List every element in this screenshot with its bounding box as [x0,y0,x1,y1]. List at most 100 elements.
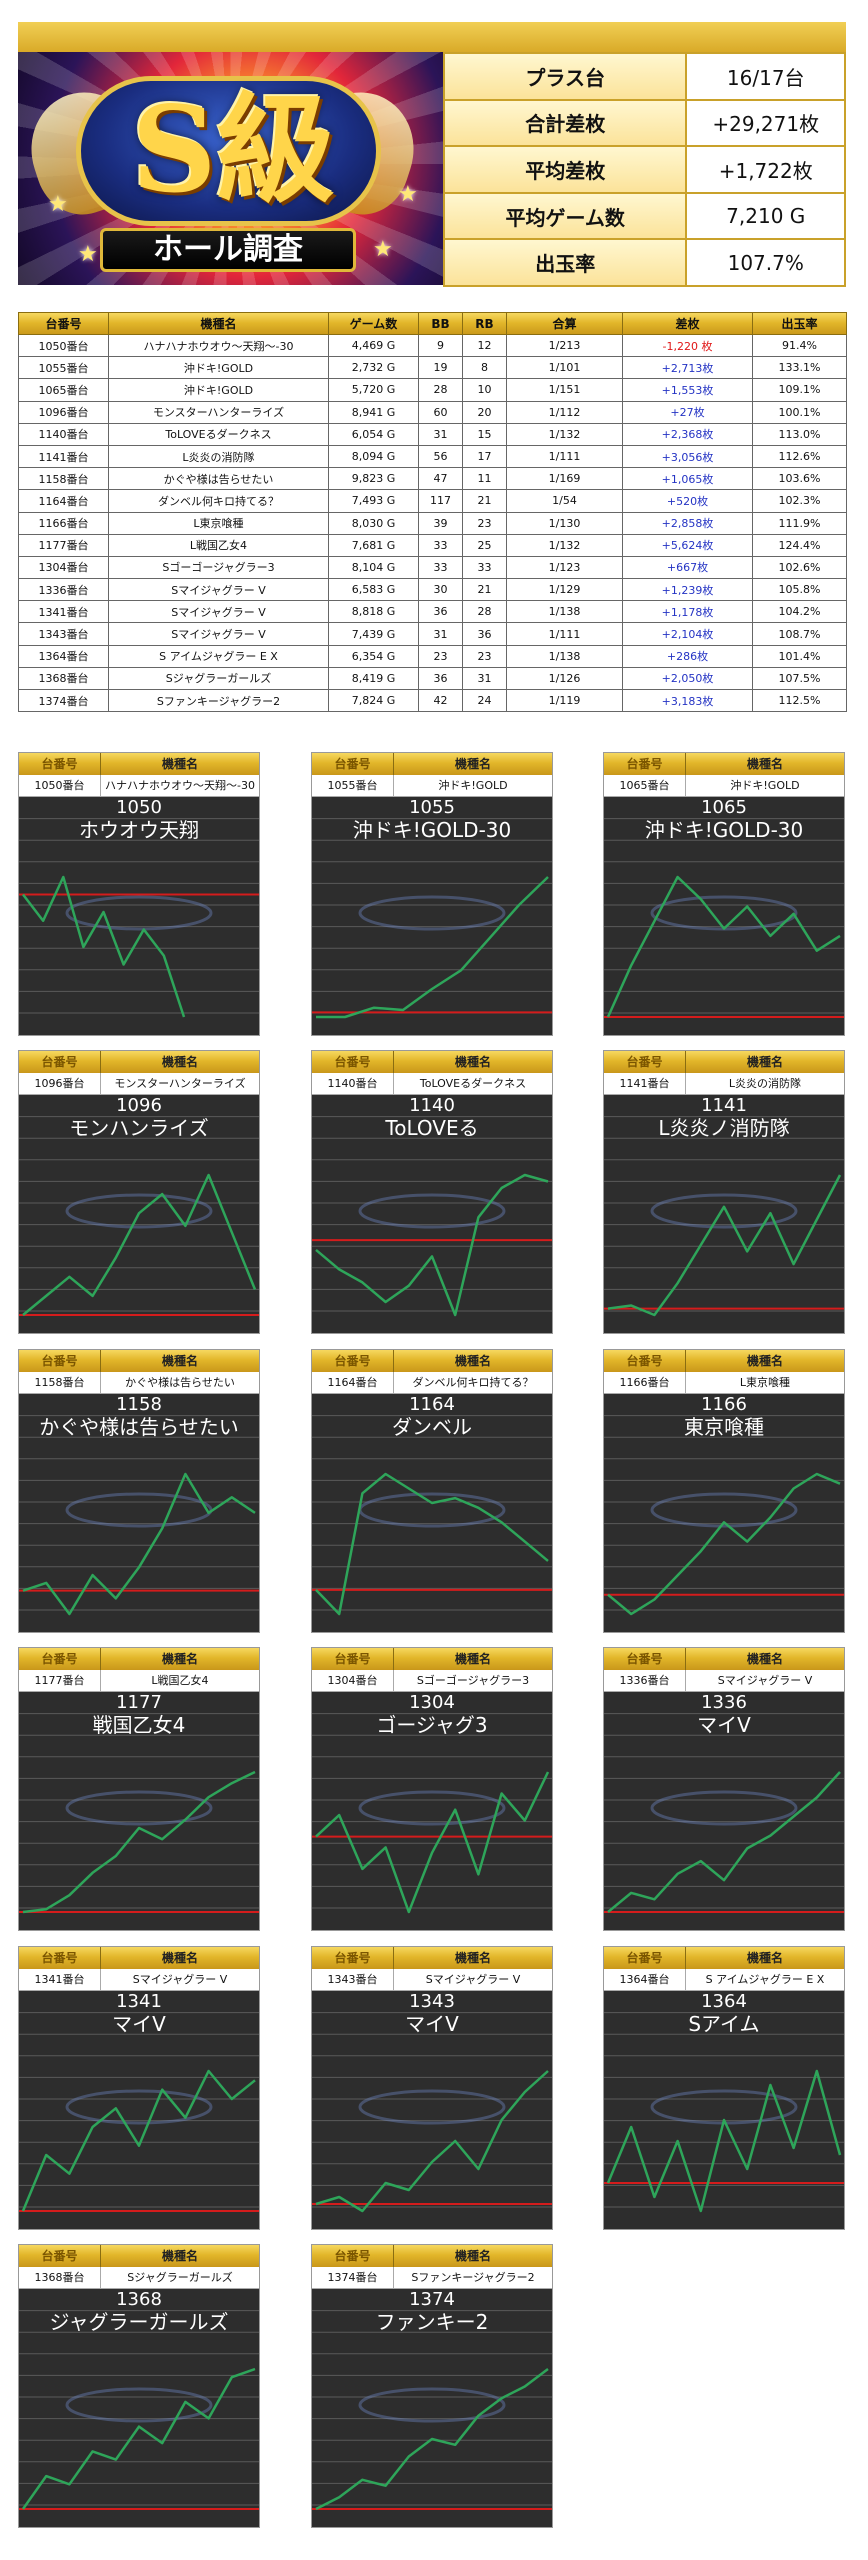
table-row: 1158番台 かぐや様は告らせたい 9,823 G 47 11 1/169 +1,065枚 1… [18,467,847,491]
table-cell: 12 [462,333,507,358]
graph-title-name: モンハンライズ [69,1116,209,1140]
table-cell: 1341番台 [18,600,109,624]
slump-line [22,875,186,1018]
table-cell: 1374番台 [18,688,109,713]
summary-row: 平均差枚 +1,722枚 [442,145,846,194]
graph-title-name: ゴージャグ3 [376,1713,488,1737]
card-info-row: 1374番台 Sファンキージャグラー2 [312,2267,552,2289]
card-header: 台番号 機種名 [19,1051,259,1073]
card-header-model: 機種名 [161,1055,198,1069]
header-gold-strip [18,22,846,52]
slump-graph-svg [604,1116,844,1317]
table-cell: 1/129 [506,578,623,602]
watermark-logo [650,895,798,931]
slump-line [607,1472,841,1616]
slump-line [22,1770,256,1914]
table-row: 1364番台 S アイムジャグラー E X 6,354 G 23 23 1/138 +286… [18,644,847,668]
star-icon: ★ [398,182,418,207]
watermark-logo [358,2089,506,2125]
table-cell: +520枚 [622,489,753,513]
table-cell: 2,732 G [328,356,419,380]
table-cell: 24 [462,688,507,713]
graph-title-name: ダンベル [392,1415,472,1439]
watermark-logo [358,2387,506,2423]
column-header: 機種名 [108,312,329,335]
table-cell: 104.2% [752,600,847,624]
card-header-model: 機種名 [454,757,491,771]
slump-line [606,875,841,1018]
summary-row: 平均ゲーム数 7,210 G [442,191,846,241]
card-model-name: S アイムジャグラー E X [705,1973,825,1986]
table-cell: 31 [418,622,463,646]
table-row: 1050番台 ハナハナホウオウ～天翔～-30 4,469 G 9 12 1/213 -1,2… [18,333,847,358]
card-header: 台番号 機種名 [604,1051,844,1073]
table-cell: 1/101 [506,356,623,380]
card-header-number: 台番号 [312,753,394,775]
star-icon: ★ [78,242,98,267]
card-header: 台番号 機種名 [312,753,552,775]
slump-line [607,1771,841,1913]
slump-graph: 1141 L炎炎ノ消防隊 [604,1095,844,1333]
summary-label: プラス台 [442,52,688,101]
table-row: 1055番台 沖ドキ!GOLD 2,732 G 19 8 1/101 +2,713枚 133.… [18,356,847,380]
summary-row: 合計差枚 +29,271枚 [442,98,846,148]
card-header: 台番号 機種名 [312,1947,552,1969]
card-header: 台番号 機種名 [19,753,259,775]
slump-graph-card: 台番号 機種名 1050番台 ハナハナホウオウ～天翔～-30 1050 ホウオウ天翔 [18,752,260,1036]
table-cell: +2,858枚 [622,511,753,535]
table-row: 1164番台 ダンベル何キロ持てる？ 7,493 G 117 21 1/54 +520枚 10… [18,489,847,513]
card-info-row: 1055番台 沖ドキ!GOLD [312,775,552,797]
slump-line [607,1174,842,1317]
summary-value: +29,271枚 [685,98,846,148]
table-cell: 47 [418,467,463,491]
slump-graph-svg [19,2310,259,2510]
slump-line [606,2069,842,2213]
graph-title-name: 戦国乙女4 [92,1713,186,1737]
table-cell: 124.4% [752,533,847,557]
table-cell: 133.1% [752,356,847,380]
card-model-name: L炎炎の消防隊 [728,1077,802,1090]
slump-graph-card: 台番号 機種名 1065番台 沖ドキ!GOLD 1065 沖ドキ!GOLD-30 [603,752,845,1036]
table-cell: 117 [418,489,463,513]
table-cell: 28 [462,600,507,624]
table-cell: 9,823 G [328,467,419,491]
slump-graph-card: 台番号 機種名 1336番台 Sマイジャグラー V 1336 マイV [603,1647,845,1931]
card-header-model: 機種名 [746,1354,783,1368]
table-cell: +1,239枚 [622,578,753,602]
slump-line [316,876,549,1019]
card-header-number: 台番号 [312,1350,394,1372]
table-cell: 6,583 G [328,578,419,602]
slump-graph-svg [19,1116,259,1316]
slump-line [22,1173,257,1316]
card-header-number: 台番号 [604,753,686,775]
slump-graph-card: 台番号 機種名 1164番台 ダンベル何キロ持てる？ 1164 ダンベル [311,1349,553,1633]
graph-title-number: 1304 [409,1692,455,1713]
column-header: 合算 [506,312,623,335]
watermark-logo [65,895,213,931]
table-cell: 9 [418,333,463,358]
slump-line [315,2070,549,2213]
table-cell: 39 [418,511,463,535]
card-header: 台番号 機種名 [604,1648,844,1670]
watermark-logo [358,1790,506,1826]
card-header-model: 機種名 [161,1951,198,1965]
table-cell: +1,178枚 [622,600,753,624]
summary-value: 7,210 G [685,191,846,241]
slump-graph: 1341 マイV [19,1991,259,2229]
watermark-logo [650,1790,798,1826]
table-cell: 8,104 G [328,555,419,580]
table-cell: 1/119 [506,688,623,713]
summary-label: 合計差枚 [442,98,688,148]
table-cell: 1/138 [506,644,623,668]
table-row: 1368番台 Sジャグラーガールズ 8,419 G 36 31 1/126 +2,050枚 1… [18,666,847,691]
card-model-name: かぐや様は告らせたい [125,1376,235,1389]
card-header-number: 台番号 [312,1648,394,1670]
summary-label: 平均ゲーム数 [442,191,688,241]
card-header: 台番号 機種名 [19,1648,259,1670]
table-cell: 1/132 [506,533,623,557]
card-machine-number: 1177番台 [19,1670,101,1691]
graph-title-number: 1374 [409,2289,455,2310]
table-cell: 108.7% [752,622,847,646]
table-row: 1140番台 ToLOVEるダークネス 6,054 G 31 15 1/132 +2,368… [18,422,847,446]
card-header-model: 機種名 [161,1652,198,1666]
